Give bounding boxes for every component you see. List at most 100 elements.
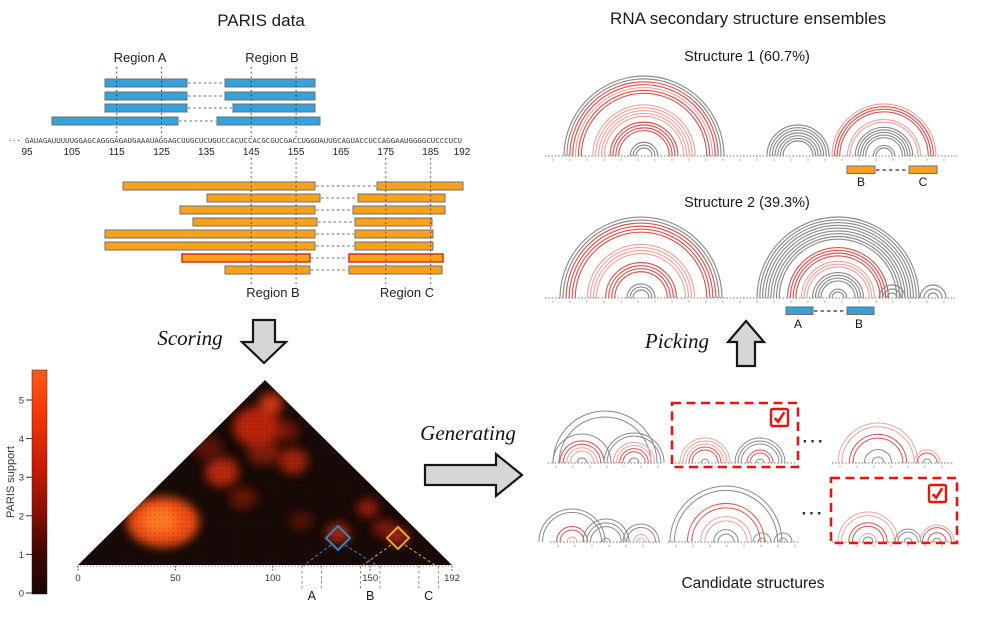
read-bar	[104, 78, 188, 88]
checkbox-checked-1	[769, 407, 790, 428]
read-bar	[354, 241, 434, 251]
arc	[566, 536, 578, 543]
arc	[828, 288, 848, 299]
sequence-axis-tick-label: 125	[153, 147, 170, 158]
arc	[814, 274, 862, 299]
arc	[595, 252, 687, 299]
arc	[566, 78, 722, 157]
arc	[571, 228, 711, 299]
colorbar-tick-label: 0	[19, 589, 24, 600]
read-bar	[354, 217, 433, 227]
arc	[582, 518, 630, 543]
arc	[542, 512, 602, 543]
arc	[626, 283, 656, 299]
region-a-label: Region A	[114, 50, 167, 65]
arc	[636, 537, 646, 543]
arc	[611, 268, 671, 299]
arc	[923, 288, 943, 299]
colorbar-tick-label: 1	[19, 550, 24, 561]
arc	[628, 457, 640, 464]
region-c-label: Region C	[380, 285, 434, 300]
arc	[556, 526, 588, 543]
read-bar	[104, 229, 316, 239]
arc	[841, 515, 895, 543]
heatmap-blobs	[78, 380, 452, 565]
read-bar	[224, 78, 316, 88]
heatmap-axis-tick-label: 192	[444, 573, 460, 584]
arc	[916, 452, 938, 464]
arc	[612, 124, 676, 157]
blue-interaction-diamond	[324, 524, 352, 552]
arc	[552, 433, 612, 464]
arc	[773, 532, 793, 543]
colorbar	[31, 369, 48, 595]
arc	[792, 252, 884, 299]
check-icon	[931, 487, 944, 500]
arc	[600, 112, 688, 157]
arc	[756, 216, 920, 299]
arc	[927, 532, 947, 543]
diamond-guide-line	[302, 544, 332, 567]
arc	[875, 147, 893, 157]
paris-data-title: PARIS data	[217, 11, 305, 30]
read-bar	[376, 181, 464, 191]
arc	[913, 449, 941, 464]
arc	[574, 86, 714, 157]
arc	[766, 124, 830, 157]
heatmap-axis-tick-label: 100	[265, 573, 281, 584]
arc	[831, 103, 937, 157]
read-bar	[181, 253, 311, 263]
read-bar	[104, 103, 188, 113]
arc	[757, 537, 767, 543]
arc	[903, 537, 913, 543]
arc	[569, 81, 719, 157]
structure1-region-c-bar	[908, 165, 938, 174]
structure2-region-b-bar	[846, 306, 875, 315]
arc	[837, 511, 899, 543]
sequence-axis-tick-label: 95	[21, 147, 33, 158]
read-bar	[348, 265, 443, 275]
arc	[605, 262, 677, 299]
arc	[777, 135, 819, 157]
arc	[700, 458, 710, 464]
arc	[848, 522, 888, 543]
arc	[558, 416, 652, 464]
arc	[846, 119, 922, 157]
arc	[778, 537, 788, 543]
arc	[919, 284, 947, 299]
generating-label: Generating	[420, 421, 516, 445]
read-bar	[352, 205, 446, 215]
arc	[774, 132, 822, 157]
arc	[595, 107, 693, 157]
arc	[927, 292, 939, 299]
arc	[559, 440, 605, 464]
heatmap-region-label: A	[308, 589, 317, 603]
arc	[619, 448, 649, 464]
arc	[782, 140, 814, 157]
arc	[778, 238, 898, 299]
arc	[565, 222, 717, 299]
arc	[831, 291, 845, 299]
arc	[552, 410, 658, 464]
read-bar	[104, 91, 188, 101]
blue-read-pairs	[51, 78, 321, 126]
arc	[713, 529, 739, 543]
read-bar	[122, 181, 316, 191]
arc	[771, 129, 825, 157]
structure1-arc-diagram	[545, 75, 958, 161]
arc	[849, 121, 919, 157]
arc	[717, 533, 735, 543]
arc	[566, 447, 598, 464]
arc	[597, 109, 691, 157]
arc	[786, 247, 890, 299]
arc	[622, 451, 646, 464]
read-bar	[348, 253, 444, 263]
arc	[682, 440, 728, 464]
arc	[580, 92, 708, 157]
heatmap-axis: 0 50 100 150 192 A B C	[75, 565, 460, 603]
arc	[770, 230, 906, 299]
arc	[746, 449, 774, 464]
structure1-c-label: C	[919, 175, 928, 189]
region-b-top-label: Region B	[245, 50, 298, 65]
